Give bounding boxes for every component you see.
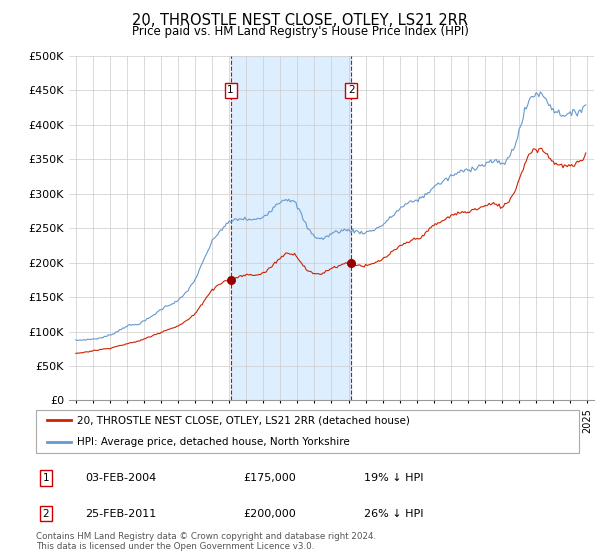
Text: HPI: Average price, detached house, North Yorkshire: HPI: Average price, detached house, Nort… xyxy=(77,437,350,447)
Text: £200,000: £200,000 xyxy=(244,509,296,519)
Text: 19% ↓ HPI: 19% ↓ HPI xyxy=(364,473,423,483)
FancyBboxPatch shape xyxy=(36,410,579,452)
Text: £175,000: £175,000 xyxy=(244,473,296,483)
Text: 2: 2 xyxy=(348,86,355,95)
Text: 26% ↓ HPI: 26% ↓ HPI xyxy=(364,509,423,519)
Text: 25-FEB-2011: 25-FEB-2011 xyxy=(85,509,157,519)
Text: 20, THROSTLE NEST CLOSE, OTLEY, LS21 2RR (detached house): 20, THROSTLE NEST CLOSE, OTLEY, LS21 2RR… xyxy=(77,416,410,426)
Text: 20, THROSTLE NEST CLOSE, OTLEY, LS21 2RR: 20, THROSTLE NEST CLOSE, OTLEY, LS21 2RR xyxy=(132,13,468,28)
Text: 2: 2 xyxy=(43,509,49,519)
Text: 03-FEB-2004: 03-FEB-2004 xyxy=(85,473,157,483)
Text: Price paid vs. HM Land Registry's House Price Index (HPI): Price paid vs. HM Land Registry's House … xyxy=(131,25,469,38)
Text: Contains HM Land Registry data © Crown copyright and database right 2024.
This d: Contains HM Land Registry data © Crown c… xyxy=(36,532,376,552)
Text: 1: 1 xyxy=(227,86,234,95)
Bar xyxy=(230,56,351,400)
Text: 1: 1 xyxy=(43,473,49,483)
